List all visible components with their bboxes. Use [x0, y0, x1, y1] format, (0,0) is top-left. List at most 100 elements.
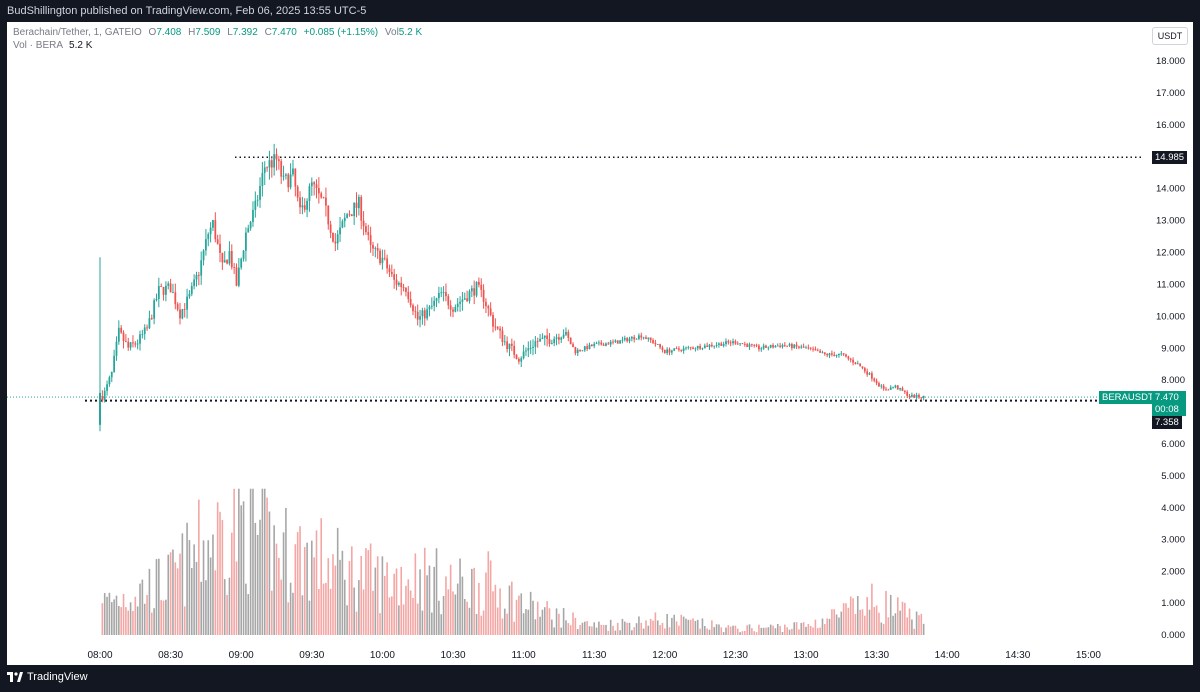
candle-body — [273, 154, 276, 168]
candle-body — [668, 349, 671, 353]
price-axis-label: 11.000 — [1157, 279, 1185, 290]
candle-body — [875, 380, 878, 384]
candle-body — [423, 310, 426, 319]
candle-body — [197, 275, 200, 276]
candle-body — [388, 268, 391, 273]
candle-body — [174, 292, 177, 305]
candle-body — [390, 272, 393, 275]
candle-body — [219, 243, 221, 253]
candle-body — [357, 196, 360, 209]
candle-body — [341, 221, 344, 228]
volume-bar — [718, 624, 720, 635]
volume-bar — [416, 603, 419, 635]
candle-body — [393, 274, 396, 280]
volume-bar — [762, 627, 765, 635]
volume-bar — [433, 566, 435, 635]
volume-bar — [845, 603, 847, 635]
candle-body — [722, 344, 725, 346]
symbol-tag: BERAUSDT — [1099, 391, 1157, 404]
candle-body — [268, 160, 271, 168]
candle-body — [421, 310, 424, 317]
volume-bar — [541, 609, 544, 635]
candle-body — [835, 355, 838, 357]
candle-body — [355, 202, 358, 209]
volume-bar — [127, 610, 130, 635]
volume-bar — [689, 619, 692, 635]
price-axis-label: 8.000 — [1161, 375, 1185, 386]
volume-bar — [143, 603, 146, 635]
candle-body — [515, 354, 518, 359]
candle-body — [605, 343, 607, 346]
volume-bar — [263, 488, 266, 635]
candle-body — [645, 337, 647, 339]
candle-body — [619, 340, 621, 344]
footer-bar: TradingView — [0, 665, 1200, 692]
volume-bar — [581, 622, 584, 635]
volume-bar — [532, 600, 534, 635]
volume-bar — [913, 628, 916, 635]
candle-body — [282, 175, 285, 177]
candle-body — [800, 346, 803, 348]
candle-body — [680, 349, 683, 351]
candle-body — [793, 344, 796, 348]
volume-bar — [487, 551, 490, 635]
candle-body — [266, 167, 268, 169]
volume-bar — [256, 534, 259, 635]
candle-body — [216, 239, 219, 244]
volume-bar — [482, 610, 485, 635]
candle-body — [407, 291, 410, 300]
volume-bar — [393, 573, 395, 635]
candle-body — [776, 345, 779, 347]
volume-bar — [565, 620, 567, 635]
candle-body — [134, 343, 137, 345]
volume-bar — [882, 623, 885, 635]
volume-indicator-label[interactable]: Vol · BERA — [13, 40, 64, 51]
volume-bar — [402, 604, 405, 635]
publisher-header: BudShillington published on TradingView.… — [0, 0, 1200, 22]
volume-bar — [849, 596, 852, 635]
tradingview-logo[interactable]: TradingView — [7, 671, 88, 683]
symbol-description[interactable]: Berachain/Tether, 1, GATEIO — [13, 27, 142, 38]
chart-canvas[interactable]: 18.00017.00016.00015.00014.00013.00012.0… — [7, 22, 1193, 665]
volume-bar — [270, 590, 273, 635]
candle-body — [237, 267, 240, 286]
low-value: 7.392 — [232, 27, 258, 38]
volume-bar — [376, 556, 379, 635]
candle-body — [614, 340, 617, 342]
candle-body — [160, 286, 163, 287]
candle-body — [103, 390, 106, 401]
candle-body — [280, 161, 283, 177]
brand-text: TradingView — [27, 671, 88, 683]
volume-bar — [200, 581, 202, 635]
candle-body — [635, 338, 638, 340]
candle-body — [461, 299, 464, 302]
candle-body — [595, 343, 598, 345]
chart-frame[interactable]: 18.00017.00016.00015.00014.00013.00012.0… — [7, 22, 1193, 665]
candle-body — [553, 338, 556, 344]
volume-bar — [353, 587, 355, 635]
currency-button[interactable]: USDT — [1152, 27, 1188, 45]
volume-bar — [341, 550, 344, 635]
candle-body — [299, 197, 301, 208]
volume-bar — [421, 610, 424, 635]
candle-body — [228, 251, 231, 264]
candle-body — [845, 354, 847, 357]
volume-bar — [522, 613, 525, 635]
volume-bar — [678, 625, 680, 635]
volume-bar — [503, 608, 506, 635]
candle-body — [863, 368, 866, 372]
candle-body — [320, 193, 323, 198]
volume-axis-label: 2.000 — [1161, 566, 1185, 577]
candle-body — [550, 343, 553, 344]
vol-value: 5.2 K — [398, 27, 423, 38]
volume-bar — [736, 628, 739, 635]
candle-body — [259, 185, 261, 200]
candle-body — [336, 234, 339, 244]
volume-bar — [859, 609, 861, 635]
volume-bar — [685, 618, 687, 635]
volume-bar — [311, 540, 313, 635]
candle-body — [179, 309, 181, 319]
candle-body — [809, 347, 812, 349]
volume-bar — [621, 618, 624, 635]
volume-bar — [692, 618, 694, 635]
